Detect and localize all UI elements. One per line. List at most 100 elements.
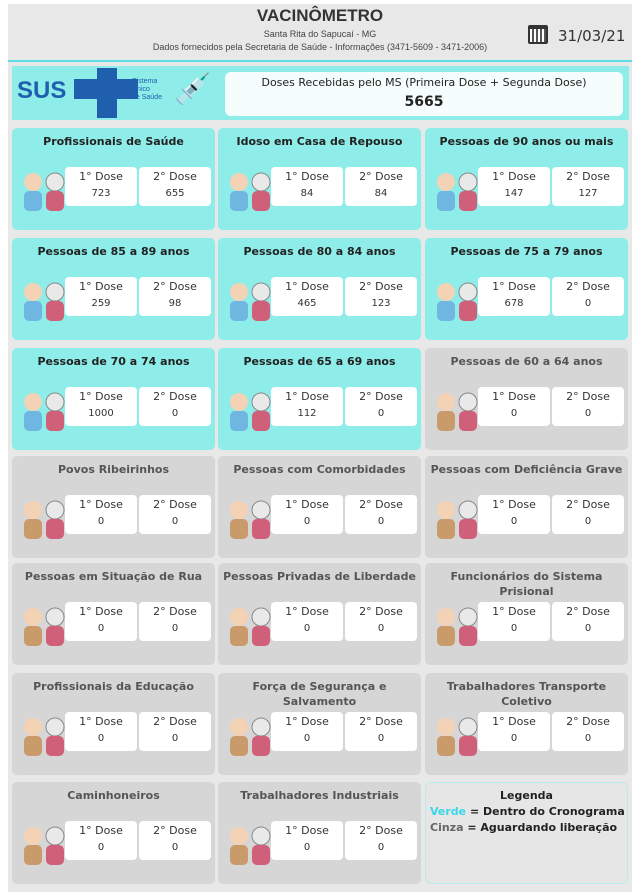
second-dose: 2° Dose 0 [552,602,624,641]
first-dose: 1° Dose 0 [65,495,137,534]
homeless-icon [18,599,68,649]
group-title: Pessoas de 85 a 89 anos [37,245,190,258]
first-dose: 1° Dose 0 [65,821,137,860]
legend-grey: Cinza = Aguardando liberação [430,821,618,834]
first-dose-value: 112 [297,408,317,419]
second-dose: 2° Dose 0 [345,602,417,641]
second-dose: 2° Dose 0 [139,821,211,860]
group-title: Pessoas de 90 anos ou mais [439,135,614,148]
sus-logo: SUS [17,77,67,104]
group-card: Povos Ribeirinhos 1° Dose 0 2° Dose 0 [12,456,215,558]
second-dose-value: 123 [371,298,391,309]
bus-driver-icon [431,709,481,759]
truck-driver-icon [18,818,68,868]
doses-received: Doses Recebidas pelo MS (Primeira Dose +… [225,72,623,116]
group-card: Trabalhadores Industriais 1° Dose 0 2° Do… [218,782,421,884]
first-dose: 1° Dose 84 [271,167,343,206]
second-dose-value: 0 [377,516,385,527]
group-title: Pessoas de 70 a 74 anos [37,355,190,368]
first-dose-value: 0 [97,623,105,634]
data-source: Dados fornecidos pela Secretaria de Saúd… [152,42,488,52]
first-dose-value: 0 [510,408,518,419]
elderly-couple-icon [224,384,274,434]
group-title: Pessoas em Situação de Rua [24,570,203,583]
group-card: Pessoas de 85 a 89 anos 1° Dose 259 2° Do… [12,238,215,340]
first-dose-value: 723 [91,188,111,199]
handcuffs-icon [224,599,274,649]
first-dose-value: 465 [297,298,317,309]
second-dose: 2° Dose 98 [139,277,211,316]
first-dose-value: 678 [504,298,524,309]
first-dose: 1° Dose 259 [65,277,137,316]
first-dose: 1° Dose 0 [478,602,550,641]
group-title: Trabalhadores Transporte Coletivo [446,680,607,708]
first-dose-value: 0 [510,623,518,634]
group-card: Pessoas de 65 a 69 anos 1° Dose 112 2° Do… [218,348,421,450]
group-title: Pessoas com Comorbidades [233,463,406,476]
teacher-icon [18,709,68,759]
second-dose-value: 0 [171,733,179,744]
legend: Legenda Verde = Dentro do Cronograma Cin… [425,782,628,884]
elderly-couple-icon [431,384,481,434]
group-card: Pessoas de 60 a 64 anos 1° Dose 0 2° Dose… [425,348,628,450]
second-dose: 2° Dose 655 [139,167,211,206]
group-title: Pessoas de 75 a 79 anos [450,245,603,258]
group-title: Pessoas de 80 a 84 anos [243,245,396,258]
group-title: Idoso em Casa de Repouso [236,135,403,148]
second-dose: 2° Dose 0 [345,495,417,534]
group-title: Caminhoneiros [67,789,160,802]
second-dose-value: 0 [377,733,385,744]
second-dose-value: 0 [584,408,592,419]
second-dose: 2° Dose 123 [345,277,417,316]
second-dose-value: 0 [171,623,179,634]
group-card: Pessoas Privadas de Liberdade 1° Dose 0 2… [218,563,421,665]
first-dose-value: 0 [303,842,311,853]
location: Santa Rita do Sapucaí - MG [263,29,377,39]
second-dose-value: 0 [171,408,179,419]
doses-banner: SUS Sistema Único de Saúde 💉 Doses Recebid… [12,66,629,120]
second-dose: 2° Dose 0 [552,495,624,534]
medical-record-icon [224,492,274,542]
group-title: Pessoas Privadas de Liberdade [223,570,416,583]
elderly-care-icon [224,164,274,214]
second-dose-value: 0 [584,733,592,744]
divider [8,60,632,62]
second-dose-value: 0 [377,623,385,634]
second-dose: 2° Dose 0 [345,712,417,751]
date: 31/03/21 [558,27,626,45]
second-dose: 2° Dose 127 [552,167,624,206]
second-dose-value: 84 [374,188,388,199]
group-card: Pessoas de 70 a 74 anos 1° Dose 1000 2° D… [12,348,215,450]
group-title: Profissionais da Educação [33,680,194,693]
second-dose-value: 0 [171,842,179,853]
first-dose-value: 0 [303,623,311,634]
first-dose: 1° Dose 0 [271,602,343,641]
wheelchair-icon [431,492,481,542]
group-card: Pessoas de 75 a 79 anos 1° Dose 678 2° Do… [425,238,628,340]
first-dose-value: 0 [303,516,311,527]
group-card: Pessoas em Situação de Rua 1° Dose 0 2° D… [12,563,215,665]
group-title: Pessoas de 60 a 64 anos [450,355,603,368]
first-dose: 1° Dose 465 [271,277,343,316]
second-dose: 2° Dose 0 [139,602,211,641]
first-dose: 1° Dose 0 [271,495,343,534]
group-title: Pessoas com Deficiência Grave [430,463,623,476]
first-dose: 1° Dose 147 [478,167,550,206]
second-dose: 2° Dose 0 [345,387,417,426]
group-card: Força de Segurança e Salvamento 1° Dose 0… [218,673,421,775]
second-dose-value: 0 [584,298,592,309]
group-title: Profissionais de Saúde [43,135,184,148]
second-dose-value: 655 [165,188,185,199]
first-dose: 1° Dose 678 [478,277,550,316]
second-dose-value: 0 [377,842,385,853]
group-card: Pessoas com Comorbidades 1° Dose 0 2° Dos… [218,456,421,558]
group-card: Funcionários do Sistema Prisional 1° Dos… [425,563,628,665]
second-dose-value: 0 [377,408,385,419]
first-dose-value: 1000 [88,408,114,419]
group-card: Caminhoneiros 1° Dose 0 2° Dose 0 [12,782,215,884]
first-dose-value: 147 [504,188,524,199]
first-dose: 1° Dose 723 [65,167,137,206]
first-dose: 1° Dose 0 [65,602,137,641]
second-dose: 2° Dose 0 [139,387,211,426]
group-card: Pessoas com Deficiência Grave 1° Dose 0 2… [425,456,628,558]
